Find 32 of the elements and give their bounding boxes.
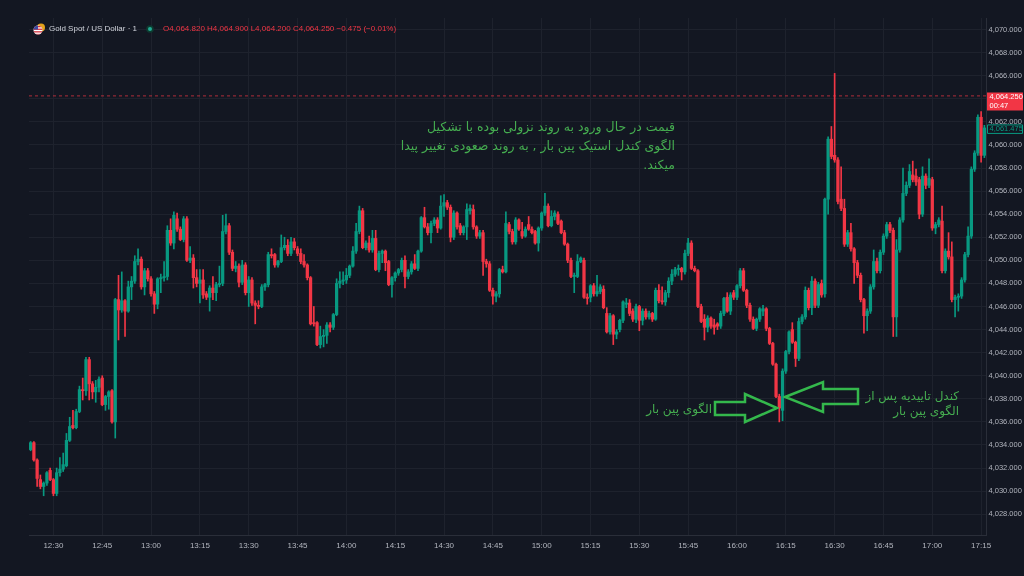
x-tick-label: 15:45	[678, 541, 699, 550]
x-tick-label: 13:00	[141, 541, 162, 550]
x-tick-label: 17:00	[922, 541, 943, 550]
x-tick-label: 16:30	[824, 541, 846, 550]
x-tick-label: 14:00	[336, 541, 357, 550]
x-tick-label: 15:30	[629, 541, 650, 550]
x-tick-label: 14:30	[434, 541, 455, 550]
x-tick-label: 16:45	[873, 541, 895, 550]
candlestick	[927, 158, 931, 188]
x-tick-label: 16:15	[775, 541, 797, 550]
text: O4,064.820 H4,064.900 L4,064.200 C4,064.250 −0.475 (−0.01%)	[163, 24, 397, 34]
x-tick-label: 15:15	[580, 541, 602, 550]
x-tick-label: 12:45	[92, 541, 113, 550]
candlestick	[81, 377, 85, 401]
x-tick-label: 13:45	[287, 541, 309, 550]
x-tick-label: 14:15	[385, 541, 406, 550]
annotation: قیمت در حال ورود به روند نزولی بوده با تشکیل الگوی کندل استیک پین بار , به روند صعودی تغییر پیدا میکند.	[400, 118, 675, 174]
candlestick	[71, 410, 75, 430]
candlestick	[120, 271, 124, 313]
text: Gold Spot / US Dollar · 1	[49, 24, 138, 34]
x-tick-label: 14:45	[482, 541, 504, 550]
x-tick-label: 13:15	[189, 541, 211, 550]
x-tick-label: 17:15	[971, 541, 992, 550]
candlestick	[953, 294, 957, 318]
annotation: کندل تاییدیه پس از الگوی پین بار	[865, 389, 959, 419]
x-tick-label: 16:00	[726, 541, 748, 550]
x-tick-label: 12:30	[43, 541, 64, 550]
x-tick-label: 15:00	[531, 541, 553, 550]
candlestick	[188, 246, 192, 263]
candlestick	[595, 275, 599, 297]
annotation: الگوی پین بار	[646, 402, 712, 417]
x-tick-label: 13:30	[238, 541, 260, 550]
